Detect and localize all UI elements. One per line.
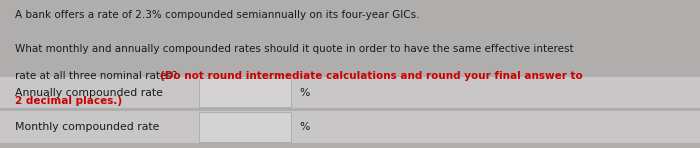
Text: 2 decimal places.): 2 decimal places.): [15, 96, 122, 106]
Text: A bank offers a rate of 2.3% compounded semiannually on its four-year GICs.: A bank offers a rate of 2.3% compounded …: [15, 10, 420, 20]
Text: %: %: [299, 122, 309, 132]
Text: Annually compounded rate: Annually compounded rate: [15, 87, 163, 98]
Text: %: %: [299, 87, 309, 98]
Text: rate at all three nominal rates?: rate at all three nominal rates?: [15, 71, 181, 81]
Bar: [199, 78, 290, 107]
Bar: [0, 111, 700, 143]
Text: Monthly compounded rate: Monthly compounded rate: [15, 122, 160, 132]
Bar: [199, 112, 290, 141]
Text: (Do not round intermediate calculations and round your final answer to: (Do not round intermediate calculations …: [160, 71, 582, 81]
Text: What monthly and annually compounded rates should it quote in order to have the : What monthly and annually compounded rat…: [15, 44, 574, 54]
Bar: [0, 77, 700, 108]
